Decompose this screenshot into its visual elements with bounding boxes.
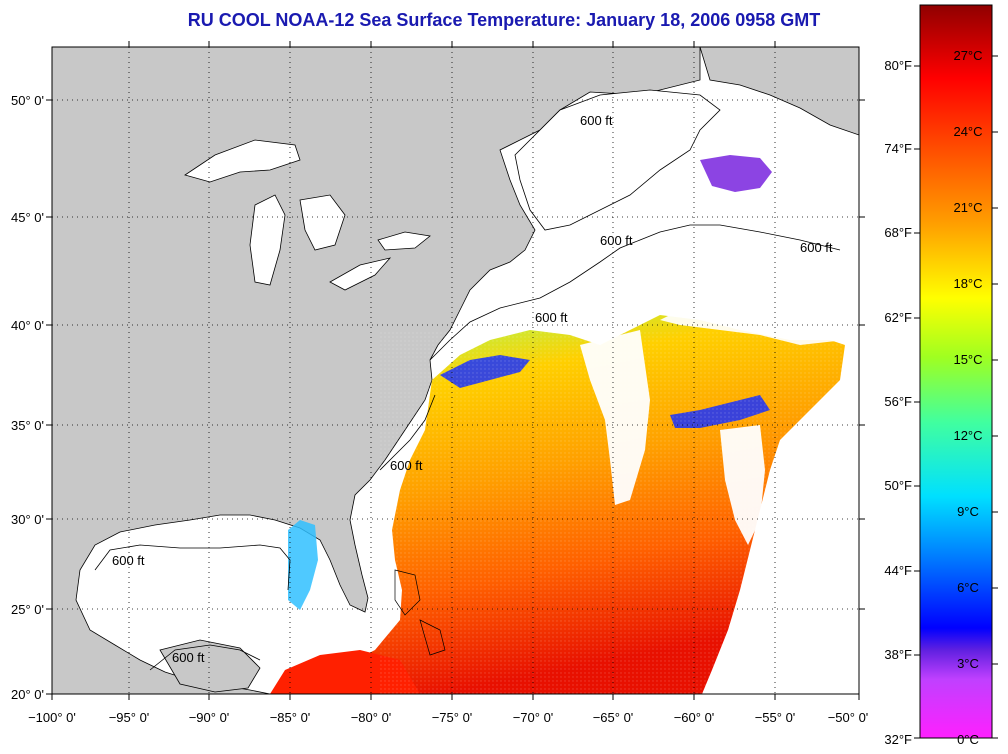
- lat-label: 20° 0': [11, 687, 44, 702]
- colorbar-f-label: 56°F: [884, 394, 912, 409]
- lat-label: 50° 0': [11, 93, 44, 108]
- lon-label: −65° 0': [593, 710, 634, 725]
- lon-label: −90° 0': [189, 710, 230, 725]
- colorbar-c-label: 15°C: [953, 352, 982, 367]
- colorbar-f-label: 50°F: [884, 478, 912, 493]
- colorbar-c-label: 3°C: [957, 656, 979, 671]
- lake-ontario: [377, 231, 431, 251]
- cold-patch-newfoundland: [700, 155, 772, 192]
- contour-label: 600 ft: [580, 113, 613, 128]
- colorbar-f-label: 62°F: [884, 310, 912, 325]
- gulf-st-lawrence: [514, 89, 721, 231]
- colorbar-f-label: 80°F: [884, 58, 912, 73]
- contour-label: 600 ft: [390, 458, 423, 473]
- lon-label: −55° 0': [755, 710, 796, 725]
- lon-label: −75° 0': [432, 710, 473, 725]
- contour-600ft-gulf: [94, 544, 291, 671]
- sst-florida-west: [288, 520, 318, 610]
- land-north-america: [51, 46, 701, 695]
- lon-label: −85° 0': [270, 710, 311, 725]
- lat-label: 30° 0': [11, 512, 44, 527]
- texture-overlay: [380, 330, 850, 694]
- tick-marks: [46, 41, 865, 700]
- colorbar-c-label: 9°C: [957, 504, 979, 519]
- colorbar: [919, 4, 993, 739]
- colorbar-c-label: 12°C: [953, 428, 982, 443]
- colorbar-c-label: 0°C: [957, 732, 979, 747]
- map-frame: [51, 46, 860, 695]
- lon-label: −80° 0': [351, 710, 392, 725]
- colorbar-f-label: 74°F: [884, 141, 912, 156]
- lat-label: 35° 0': [11, 418, 44, 433]
- cloud-patch-3: [660, 260, 845, 345]
- lon-label: −70° 0': [513, 710, 554, 725]
- chart-title: RU COOL NOAA-12 Sea Surface Temperature:…: [187, 10, 821, 30]
- contour-label: 600 ft: [800, 240, 833, 255]
- colorbar-ticks: [914, 55, 998, 739]
- contour-label: 600 ft: [535, 310, 568, 325]
- bahamas-outline: [394, 569, 446, 656]
- colorbar-c-label: 6°C: [957, 580, 979, 595]
- lake-erie: [329, 257, 392, 291]
- lat-label: 40° 0': [11, 318, 44, 333]
- colorbar-f-label: 38°F: [884, 647, 912, 662]
- colorbar-f-label: 68°F: [884, 225, 912, 240]
- lon-label: −60° 0': [674, 710, 715, 725]
- contour-600ft: [429, 224, 841, 361]
- contour-label: 600 ft: [172, 650, 205, 665]
- colorbar-c-label: 18°C: [953, 276, 982, 291]
- lat-label: 45° 0': [11, 210, 44, 225]
- land-caribbean: [159, 639, 261, 693]
- colorbar-c-label: 27°C: [953, 48, 982, 63]
- lon-label: −50° 0': [828, 710, 869, 725]
- lake-michigan: [249, 194, 286, 286]
- colorbar-f-label: 44°F: [884, 563, 912, 578]
- lon-label: −95° 0': [109, 710, 150, 725]
- colorbar-c-label: 24°C: [953, 124, 982, 139]
- colorbar-f-label: 32°F: [884, 732, 912, 747]
- lon-label: −100° 0': [28, 710, 76, 725]
- contour-label: 600 ft: [112, 553, 145, 568]
- lat-label: 25° 0': [11, 602, 44, 617]
- contour-label: 600 ft: [600, 233, 633, 248]
- lake-huron: [299, 194, 346, 251]
- contour-600ft-sab: [379, 394, 436, 471]
- colorbar-c-label: 21°C: [953, 200, 982, 215]
- lake-superior: [184, 139, 301, 183]
